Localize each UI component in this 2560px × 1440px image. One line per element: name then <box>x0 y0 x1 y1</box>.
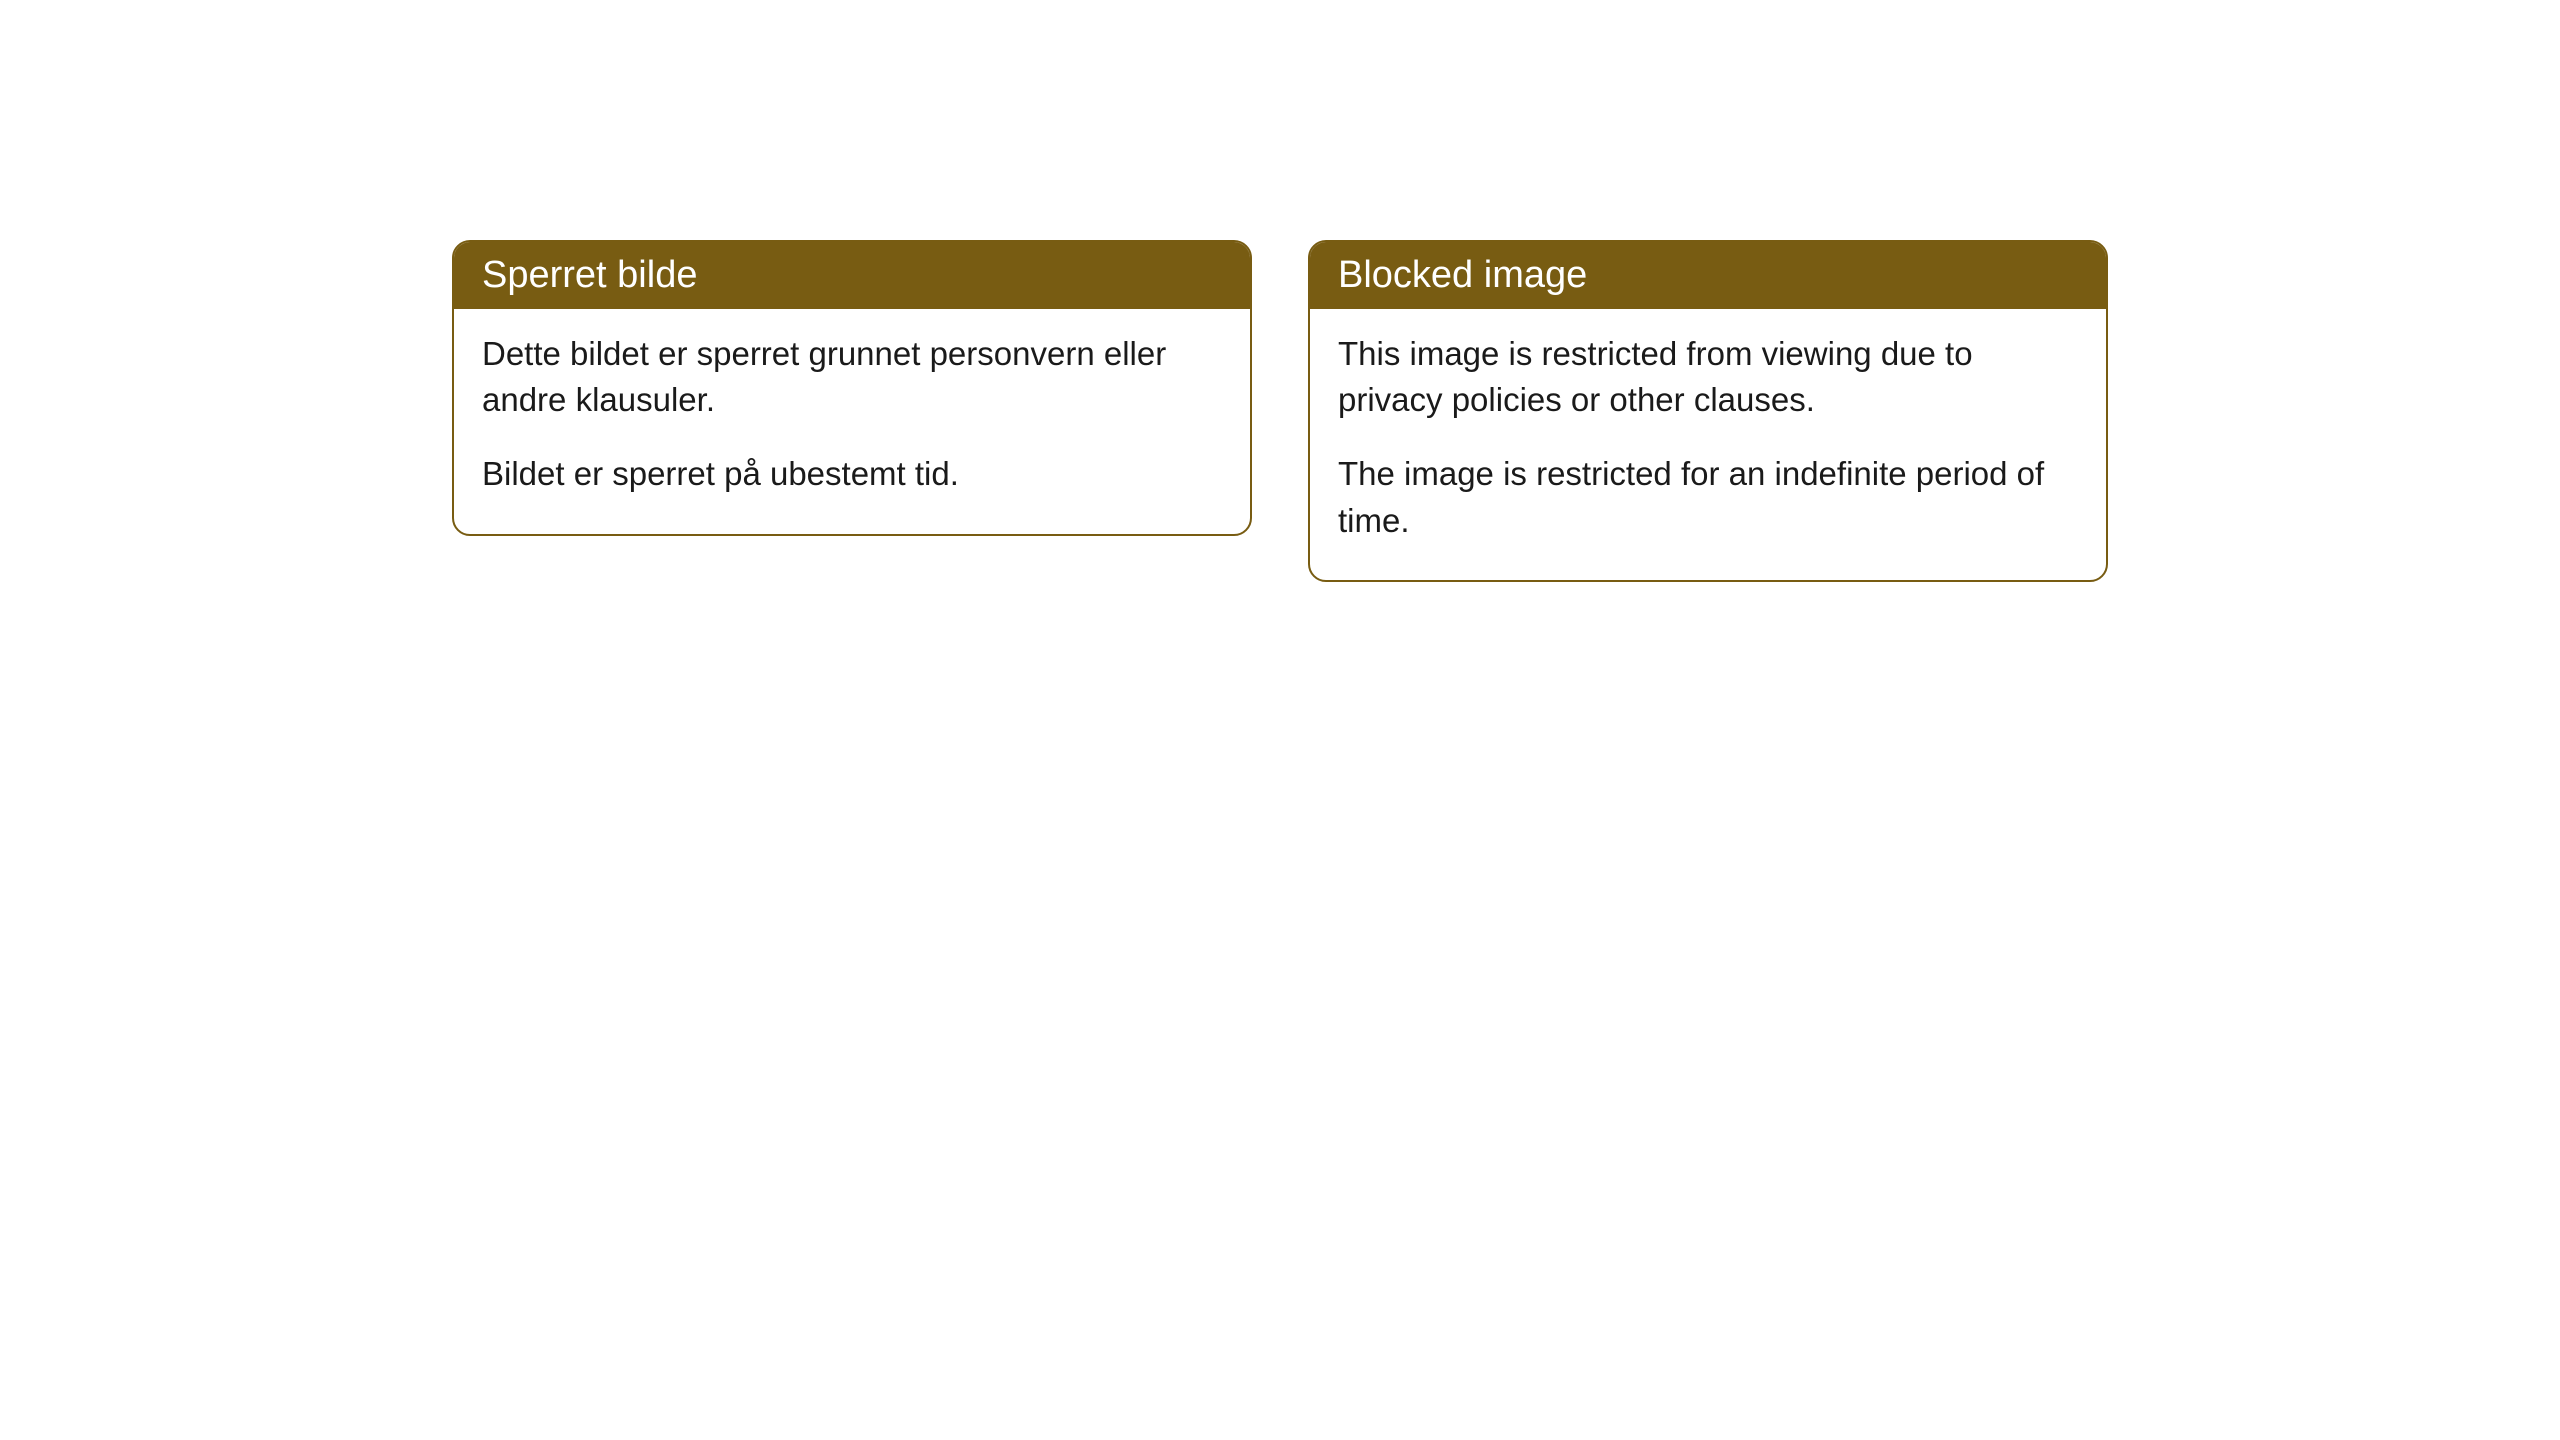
card-title: Sperret bilde <box>482 254 697 296</box>
card-paragraph: This image is restricted from viewing du… <box>1338 331 2078 423</box>
notice-container: Sperret bilde Dette bildet er sperret gr… <box>452 240 2108 1440</box>
card-paragraph: Dette bildet er sperret grunnet personve… <box>482 331 1222 423</box>
card-body: Dette bildet er sperret grunnet personve… <box>454 309 1250 534</box>
notice-card-norwegian: Sperret bilde Dette bildet er sperret gr… <box>452 240 1252 536</box>
card-paragraph: Bildet er sperret på ubestemt tid. <box>482 451 1222 497</box>
card-header: Sperret bilde <box>454 242 1250 309</box>
card-body: This image is restricted from viewing du… <box>1310 309 2106 580</box>
card-title: Blocked image <box>1338 254 1587 296</box>
card-header: Blocked image <box>1310 242 2106 309</box>
card-paragraph: The image is restricted for an indefinit… <box>1338 451 2078 543</box>
notice-card-english: Blocked image This image is restricted f… <box>1308 240 2108 582</box>
